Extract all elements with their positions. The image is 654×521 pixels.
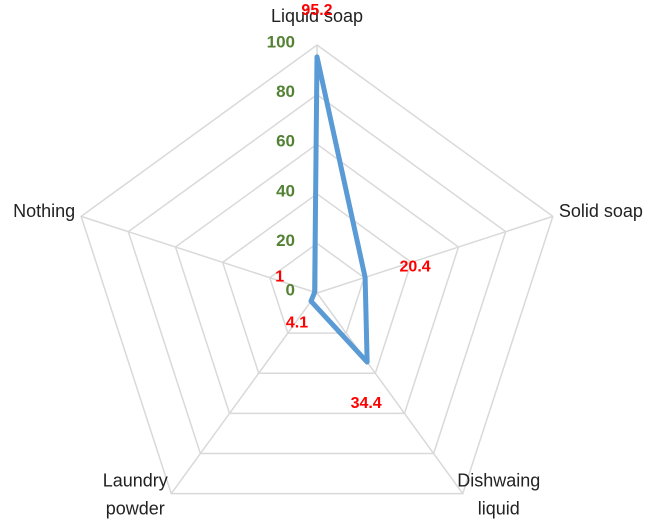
category-label: Solid soap — [559, 201, 643, 221]
value-label: 1 — [275, 268, 284, 285]
tick-label: 60 — [276, 132, 295, 151]
spoke — [170, 292, 318, 495]
category-label: Liquid soap — [271, 6, 363, 26]
grid-ring — [174, 143, 460, 415]
grid-ring — [127, 93, 507, 455]
category-label: Laundry powder — [103, 470, 168, 518]
spoke — [80, 215, 318, 294]
grid-ring — [221, 192, 413, 375]
value-label: 95.2 — [301, 2, 332, 19]
grid-ring — [268, 242, 366, 334]
spoke — [316, 215, 554, 294]
value-label: 20.4 — [400, 259, 431, 276]
category-label: Nothing — [13, 201, 75, 221]
tick-label: 0 — [286, 280, 295, 299]
value-label: 4.1 — [286, 314, 308, 331]
tick-label: 80 — [276, 82, 295, 101]
spoke — [316, 292, 464, 495]
category-label: Dishwaing liquid — [457, 470, 540, 518]
tick-label: 20 — [276, 231, 295, 250]
value-label: 34.4 — [351, 395, 382, 412]
series-line — [308, 54, 370, 365]
tick-label: 40 — [276, 181, 295, 200]
grid-ring — [80, 44, 554, 495]
tick-label: 100 — [267, 32, 295, 51]
